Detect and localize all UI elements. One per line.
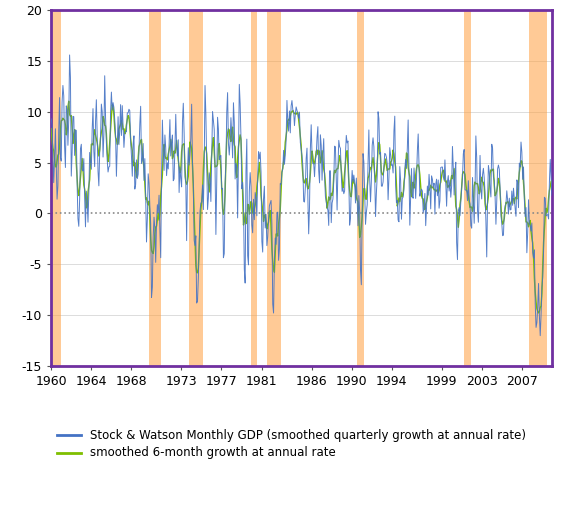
Bar xyxy=(251,10,257,366)
Bar xyxy=(51,10,61,366)
smoothed 6-month growth at annual rate xyxy=(178,167,184,173)
smoothed 6-month growth at annual rate xyxy=(383,163,390,169)
Stock & Watson Monthly GDP (smoothed quarterly growth at annual rate) xyxy=(137,103,144,109)
smoothed 6-month growth at annual rate xyxy=(535,310,542,316)
Line: Stock & Watson Monthly GDP (smoothed quarterly growth at annual rate): Stock & Watson Monthly GDP (smoothed qua… xyxy=(51,55,552,336)
smoothed 6-month growth at annual rate xyxy=(426,187,432,194)
Stock & Watson Monthly GDP (smoothed quarterly growth at annual rate) xyxy=(383,154,390,161)
Stock & Watson Monthly GDP (smoothed quarterly growth at annual rate) xyxy=(275,258,282,264)
Bar xyxy=(464,10,471,366)
smoothed 6-month growth at annual rate xyxy=(549,178,555,184)
Bar xyxy=(529,10,547,366)
Line: smoothed 6-month growth at annual rate: smoothed 6-month growth at annual rate xyxy=(51,101,552,313)
smoothed 6-month growth at annual rate xyxy=(137,138,144,144)
Bar xyxy=(189,10,203,366)
Bar xyxy=(357,10,364,366)
Stock & Watson Monthly GDP (smoothed quarterly growth at annual rate) xyxy=(48,116,55,122)
smoothed 6-month growth at annual rate xyxy=(275,221,282,227)
Stock & Watson Monthly GDP (smoothed quarterly growth at annual rate) xyxy=(537,333,543,339)
Stock & Watson Monthly GDP (smoothed quarterly growth at annual rate) xyxy=(426,171,432,177)
Stock & Watson Monthly GDP (smoothed quarterly growth at annual rate) xyxy=(344,140,351,146)
smoothed 6-month growth at annual rate xyxy=(48,125,55,132)
smoothed 6-month growth at annual rate xyxy=(65,98,72,104)
Stock & Watson Monthly GDP (smoothed quarterly growth at annual rate) xyxy=(549,192,555,198)
smoothed 6-month growth at annual rate xyxy=(344,148,351,154)
Stock & Watson Monthly GDP (smoothed quarterly growth at annual rate) xyxy=(66,52,73,58)
Bar xyxy=(266,10,281,366)
Stock & Watson Monthly GDP (smoothed quarterly growth at annual rate) xyxy=(178,176,184,182)
Bar xyxy=(149,10,160,366)
Legend: Stock & Watson Monthly GDP (smoothed quarterly growth at annual rate), smoothed : Stock & Watson Monthly GDP (smoothed qua… xyxy=(57,429,526,459)
